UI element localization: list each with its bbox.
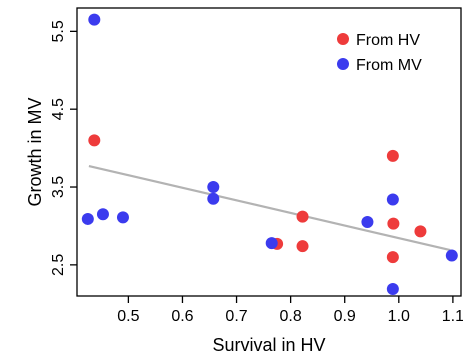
legend: From HV From MV	[337, 32, 422, 74]
data-point-from-hv	[386, 251, 399, 264]
legend-marker-from-mv	[337, 58, 349, 70]
y-tick-label: 3.5	[50, 176, 67, 198]
data-point-from-mv	[445, 249, 458, 262]
plot-area-frame	[76, 7, 462, 297]
data-point-from-hv	[414, 225, 427, 238]
x-tick-label: 1.0	[388, 308, 410, 325]
y-tick-label: 2.5	[50, 254, 67, 276]
data-point-from-mv	[361, 216, 374, 229]
x-tick-label: 0.7	[225, 308, 247, 325]
legend-label-from-mv: From MV	[356, 57, 422, 74]
data-points	[81, 13, 458, 295]
x-tick-label: 0.6	[171, 308, 193, 325]
trend-line	[88, 164, 451, 252]
x-axis: 0.5 0.6 0.7 0.8 0.9 1.0 1.1	[117, 296, 463, 325]
y-axis: 2.5 3.5 4.5 5.5	[50, 20, 77, 276]
data-point-from-mv	[207, 192, 220, 205]
legend-label-from-hv: From HV	[356, 32, 420, 49]
data-point-from-mv	[386, 193, 399, 206]
legend-marker-from-hv	[337, 33, 349, 45]
data-point-from-mv	[265, 237, 278, 250]
x-axis-label: Survival in HV	[212, 335, 325, 355]
x-tick-label: 0.8	[280, 308, 302, 325]
data-point-from-mv	[96, 208, 109, 221]
data-point-from-mv	[88, 13, 101, 26]
data-point-from-mv	[386, 282, 399, 295]
data-point-from-mv	[116, 211, 129, 224]
data-point-from-hv	[296, 240, 309, 253]
x-tick-label: 0.9	[334, 308, 356, 325]
y-axis-label: Growth in MV	[25, 97, 45, 206]
data-point-from-hv	[387, 217, 400, 230]
data-point-from-hv	[296, 210, 309, 223]
x-tick-label: 1.1	[442, 308, 463, 325]
data-point-from-hv	[88, 134, 101, 147]
y-tick-label: 4.5	[50, 98, 67, 120]
data-point-from-hv	[386, 149, 399, 162]
data-point-from-mv	[81, 212, 94, 225]
x-tick-label: 0.5	[117, 308, 139, 325]
y-tick-label: 5.5	[50, 20, 67, 42]
data-point-from-mv	[207, 181, 220, 194]
